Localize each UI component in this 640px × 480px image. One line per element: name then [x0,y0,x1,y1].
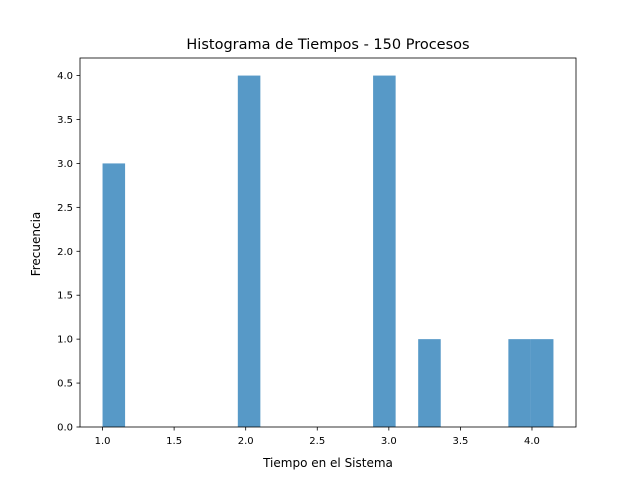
y-axis-ticks: 0.0 0.5 1.0 1.5 2.0 2.5 3.0 3.5 4.0 [57,71,80,434]
x-axis-label: Tiempo en el Sistema [262,456,393,470]
x-tick-label: 4.0 [524,436,540,447]
x-tick-label: 2.0 [238,436,254,447]
y-tick-label: 3.5 [57,115,73,126]
x-tick-label: 1.0 [95,436,111,447]
histogram-bar-2 [237,75,261,428]
histogram-bar-5 [508,339,531,427]
x-axis-ticks: 1.0 1.5 2.0 2.5 3.0 3.5 4.0 [95,427,540,447]
x-tick-label: 2.5 [309,436,325,447]
y-tick-label: 2.0 [57,247,73,258]
y-tick-label: 2.5 [57,203,73,214]
histogram-bar-6 [530,339,554,427]
y-tick-label: 4.0 [57,71,73,82]
y-tick-label: 1.0 [57,335,73,346]
y-tick-label: 3.0 [57,159,73,170]
y-tick-label: 0.5 [57,379,73,390]
x-tick-label: 3.0 [381,436,397,447]
plot-frame [79,57,577,428]
y-tick-label: 1.5 [57,291,73,302]
histogram-bar-1 [102,163,126,427]
histogram-bar-3 [373,75,396,428]
histogram-bar-4 [418,339,441,427]
y-axis-label: Frecuencia [29,212,43,277]
y-tick-label: 0.0 [57,423,73,434]
bars-group [102,75,554,428]
x-tick-label: 1.5 [166,436,182,447]
chart-title: Histograma de Tiempos - 150 Procesos [186,37,469,53]
x-tick-label: 3.5 [452,436,468,447]
